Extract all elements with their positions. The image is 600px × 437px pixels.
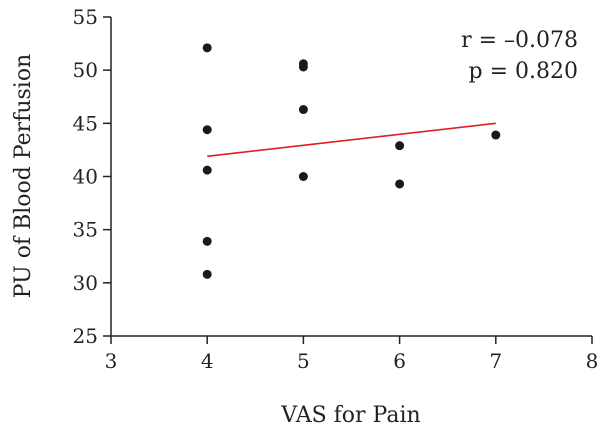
data-point-2 (202, 165, 212, 175)
data-point-9 (395, 141, 405, 151)
x-ticks: 3 4 5 6 7 8 (105, 336, 599, 373)
data-point-1 (202, 125, 212, 135)
data-point-11 (491, 130, 501, 140)
p-value-label: p = 0.820 (469, 59, 578, 84)
data-point-3 (202, 236, 212, 246)
y-tick-label-35: 35 (73, 218, 98, 242)
data-point-4 (202, 269, 212, 279)
fit-line-group (207, 122, 496, 158)
data-point-0 (202, 43, 212, 53)
data-point-10 (395, 179, 405, 189)
data-point-8 (298, 172, 308, 181)
x-tick-label-3: 3 (105, 349, 118, 373)
data-points (202, 43, 501, 279)
x-axis-label: VAS for Pain (280, 403, 420, 428)
data-point-7 (298, 105, 308, 115)
x-tick-label-7: 7 (489, 349, 502, 373)
x-tick-label-4: 4 (201, 349, 214, 373)
data-point-6 (298, 62, 308, 72)
x-tick-label-5: 5 (297, 349, 310, 373)
y-axis-label: PU of Blood Perfusion (11, 54, 36, 299)
x-tick-label-6: 6 (393, 349, 406, 373)
y-ticks: 25 30 35 40 45 50 55 (73, 5, 111, 348)
x-tick-label-8: 8 (586, 349, 599, 373)
y-tick-label-40: 40 (73, 165, 98, 189)
y-tick-label-55: 55 (73, 5, 98, 29)
y-tick-label-45: 45 (73, 111, 98, 135)
y-tick-label-30: 30 (73, 271, 98, 295)
y-tick-label-50: 50 (73, 58, 98, 82)
correlation-r-label: r = –0.078 (461, 28, 578, 53)
regression-line (207, 122, 496, 158)
y-tick-label-25: 25 (73, 324, 98, 348)
